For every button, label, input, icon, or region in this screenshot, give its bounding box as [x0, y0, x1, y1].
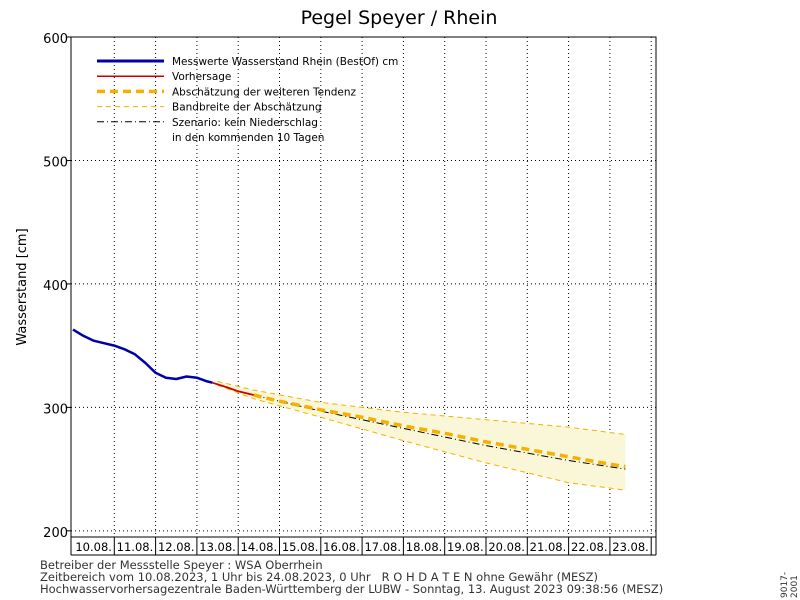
y-tick-label: 400: [43, 279, 68, 294]
x-tick-label: 16.08.: [323, 540, 360, 554]
chart: Pegel Speyer / Rhein 200 300 400 500 600 10.…: [15, 7, 657, 556]
x-axis: 10.08. 11.08. 12.08. 13.08. 14.08. 15.08. 16.0…: [70, 537, 657, 556]
legend-label: Szenario: kein Niederschlag: [172, 117, 318, 129]
legend-label: in den kommenden 10 Tagen: [172, 132, 324, 144]
x-tick-label: 20.08.: [488, 540, 525, 554]
x-tick-label: 18.08.: [406, 540, 443, 554]
x-tick-label: 14.08.: [241, 540, 278, 554]
footer-publisher: Hochwasservorhersagezentrale Baden-Württ…: [40, 582, 664, 596]
y-tick-label: 500: [43, 155, 68, 170]
legend-label: Messwerte Wasserstand Rhein (BestOf) cm: [172, 56, 398, 68]
y-tick-label: 600: [43, 32, 68, 47]
y-tick-label: 200: [43, 526, 68, 541]
x-tick-label: 15.08.: [282, 540, 319, 554]
x-tick-label: 17.08.: [364, 540, 401, 554]
x-tick-label: 22.08.: [571, 540, 608, 554]
legend: Messwerte Wasserstand Rhein (BestOf) cm V…: [97, 56, 398, 144]
series-layer: [72, 328, 626, 491]
legend-label: Vorhersage: [172, 71, 231, 83]
x-tick-label: 19.08.: [447, 540, 484, 554]
footer-operator: Betreiber der Messstelle Speyer : WSA Ob…: [40, 558, 323, 572]
measured-line: [72, 328, 213, 384]
x-tick-label: 10.08.: [75, 540, 112, 554]
band-upper-line: [217, 380, 626, 435]
chart-title: Pegel Speyer / Rhein: [301, 7, 498, 29]
legend-label: Abschätzung der weiteren Tendenz: [172, 86, 357, 98]
forecast-line: [212, 381, 254, 396]
y-axis: 200 300 400 500 600: [43, 32, 71, 541]
x-tick-label: 12.08.: [158, 540, 195, 554]
x-tick-label: 11.08.: [117, 540, 154, 554]
trend-line: [253, 393, 626, 469]
x-tick-label: 21.08.: [530, 540, 567, 554]
footer-time-range: Zeitbereich vom 10.08.2023, 1 Uhr bis 24…: [40, 570, 598, 584]
y-tick-label: 300: [43, 402, 68, 417]
band-lower-line: [217, 384, 626, 491]
side-code: 9017-2001: [780, 571, 800, 598]
plot-frame: [70, 36, 657, 538]
x-tick-label: 23.08.: [612, 540, 649, 554]
y-axis-label: Wasserstand [cm]: [15, 228, 30, 345]
x-tick-label: 13.08.: [199, 540, 236, 554]
legend-label: Bandbreite der Abschätzung: [172, 102, 322, 114]
